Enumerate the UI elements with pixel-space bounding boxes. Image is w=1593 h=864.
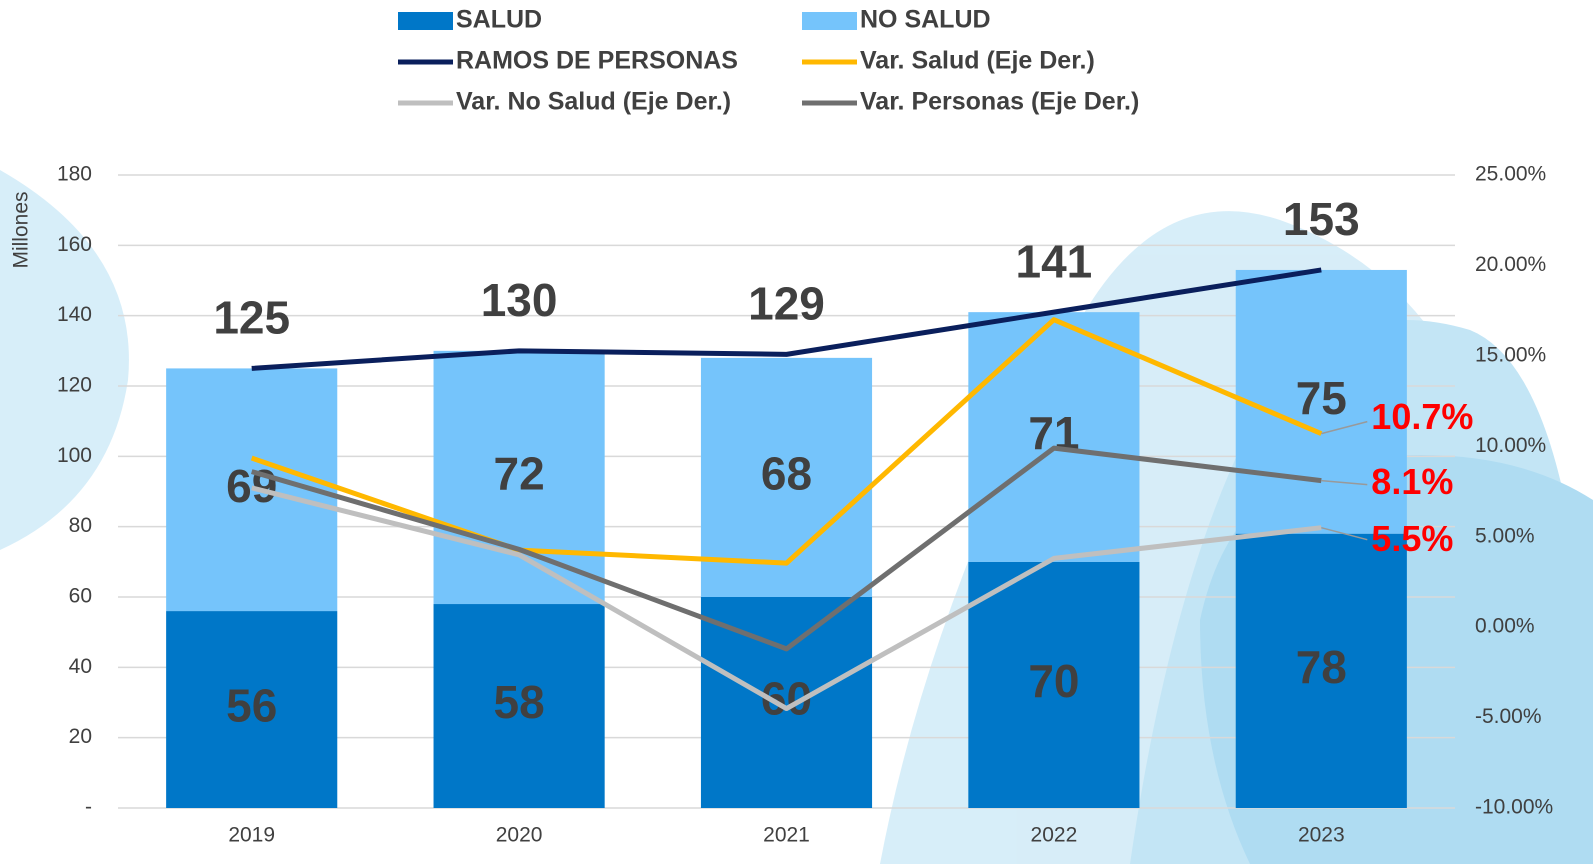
bar [700,597,873,808]
bar [1235,533,1407,808]
bar-label: 58 [494,676,545,728]
y-tick-label: 100 [57,444,92,467]
bar-label: 75 [1296,372,1347,424]
y-tick-label: 80 [69,514,92,537]
y-tick-label: 120 [57,374,92,397]
y-tick-label: 140 [57,303,92,326]
bar [968,561,1140,808]
label-leader [1321,479,1368,486]
y-tick-label: - [85,796,92,819]
y2-tick-label: -5.00% [1475,705,1542,728]
y-axis-label: Millones [10,191,33,268]
label-leader [1321,526,1368,541]
legend-swatch [802,12,857,30]
y2-tick-label: 20.00% [1475,253,1546,276]
y2-tick-label: 25.00% [1475,163,1546,186]
legend-swatch [398,12,453,30]
bar-label: 56 [226,680,277,732]
total-label: 129 [748,278,825,330]
total-label: 141 [1016,235,1093,287]
bar-label: 68 [761,448,812,500]
total-label: 130 [481,274,558,326]
bar [700,357,873,597]
bar-label: 72 [494,448,545,500]
y2-tick-label: 15.00% [1475,343,1546,366]
y-tick-label: 20 [69,725,92,748]
value-label: 5.5% [1371,518,1453,559]
y2-tick-label: 10.00% [1475,434,1546,457]
line-series [250,317,1323,566]
y-tick-label: 40 [69,655,92,678]
line-series [251,485,1322,712]
y-tick-label: 180 [57,163,92,186]
legend-label: SALUD [456,6,542,34]
legend-label: Var. Salud (Eje Der.) [860,47,1095,75]
bar-label: 70 [1028,655,1079,707]
label-leader [1321,420,1368,435]
bar [968,312,1140,562]
value-label: 10.7% [1371,396,1473,437]
legend-label: RAMOS DE PERSONAS [456,47,738,75]
total-label: 153 [1283,193,1360,245]
y2-tick-label: 5.00% [1475,524,1535,547]
legend-label: Var. No Salud (Eje Der.) [456,88,731,116]
bar-label: 69 [226,460,277,512]
y2-tick-label: -10.00% [1475,796,1553,819]
y2-tick-label: 0.00% [1475,615,1535,638]
bar [1235,269,1407,534]
x-tick-label: 2020 [496,824,543,847]
x-tick-label: 2023 [1298,824,1345,847]
total-label: 125 [213,292,290,344]
bar [433,350,605,605]
y-tick-label: 160 [57,233,92,256]
y-tick-label: 60 [69,585,92,608]
x-tick-label: 2019 [228,824,275,847]
bar [433,604,605,808]
value-label: 8.1% [1371,461,1453,502]
bar-label: 78 [1296,641,1347,693]
line-series [251,445,1322,652]
line-series [251,267,1322,371]
legend-label: NO SALUD [860,6,991,34]
x-tick-label: 2022 [1031,824,1078,847]
x-tick-label: 2021 [763,824,810,847]
legend-label: Var. Personas (Eje Der.) [860,88,1139,116]
bar [166,611,338,808]
